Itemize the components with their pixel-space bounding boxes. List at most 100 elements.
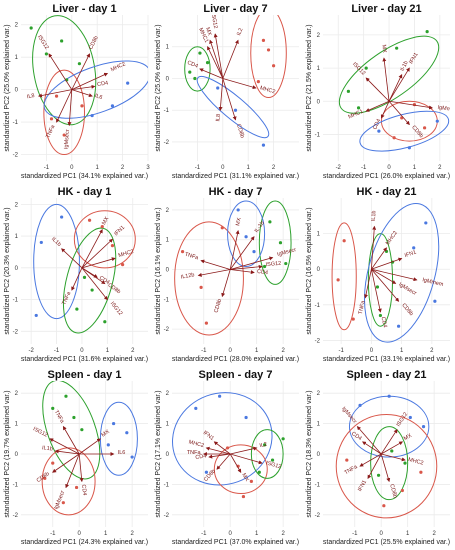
pca-panel: HK - day 21 -1 0 1 2 -2 -1 0 1 standardized PC1 (… bbox=[303, 184, 454, 367]
group-ellipse-green bbox=[258, 200, 292, 285]
loading-vector bbox=[362, 441, 382, 455]
vector-label: ISG12 bbox=[265, 460, 282, 470]
y-tick-label: 2 bbox=[15, 202, 19, 208]
y-tick-label: 0 bbox=[317, 267, 321, 273]
group-ellipse-blue bbox=[43, 60, 148, 119]
data-point-red bbox=[87, 218, 92, 222]
y-tick-label: 2 bbox=[15, 23, 19, 29]
group-ellipse-red bbox=[331, 222, 357, 331]
x-axis-label: standardized PC1 (34.1% explained var.) bbox=[21, 173, 148, 180]
pca-panel: Liver - day 21 -2 -1 0 1 2 -1 0 1 2 standardized P… bbox=[303, 1, 454, 184]
vector-label: MX bbox=[403, 433, 413, 442]
y-tick-label: 1 bbox=[317, 422, 321, 428]
data-point-blue bbox=[252, 250, 256, 254]
loading-vector bbox=[370, 225, 377, 270]
x-tick-label: -1 bbox=[201, 348, 207, 354]
x-tick-label: 1 bbox=[255, 348, 259, 354]
y-tick-label: 1 bbox=[15, 234, 19, 240]
y-axis-label: standardized PC2 (16.5% explained var.) bbox=[306, 207, 313, 334]
loading-vector bbox=[230, 453, 263, 465]
x-axis-label: standardized PC1 (26.0% explained var.) bbox=[323, 173, 450, 180]
group-ellipse-green bbox=[367, 233, 394, 327]
plot-area bbox=[172, 15, 299, 161]
loading-vector bbox=[62, 425, 80, 455]
data-point-red bbox=[180, 250, 185, 254]
data-point-red bbox=[100, 224, 104, 229]
vector-label: CD4 bbox=[372, 118, 382, 131]
loading-vector bbox=[81, 238, 114, 269]
data-point-red bbox=[51, 461, 55, 465]
loading-vector bbox=[65, 453, 80, 489]
group-ellipse-blue bbox=[364, 202, 440, 343]
data-point-red bbox=[204, 321, 208, 325]
loading-vector bbox=[230, 269, 255, 275]
x-tick-label: 0 bbox=[80, 348, 84, 354]
data-point-red bbox=[110, 244, 115, 248]
loading-vector bbox=[365, 77, 390, 102]
x-axis-label: standardized PC1 (33.1% explained var.) bbox=[323, 356, 450, 363]
data-point-green bbox=[198, 51, 202, 55]
x-tick-label: 1 bbox=[406, 531, 410, 537]
y-axis-label: standardized PC2 (19.7% explained var.) bbox=[4, 390, 11, 517]
data-point-green bbox=[376, 473, 381, 477]
loading-vector bbox=[52, 453, 80, 473]
vector-label: CD4 bbox=[257, 269, 269, 276]
loading-vector bbox=[71, 72, 109, 90]
data-point-blue bbox=[358, 403, 362, 407]
group-ellipse-red bbox=[73, 210, 136, 269]
data-point-green bbox=[425, 29, 429, 34]
vector-label: CD4 bbox=[98, 275, 111, 286]
data-point-red bbox=[74, 485, 79, 490]
y-tick-label: 2 bbox=[317, 391, 321, 397]
data-point-red bbox=[62, 133, 66, 137]
group-ellipse-green bbox=[250, 429, 284, 479]
loading-vector bbox=[37, 89, 72, 98]
vector-label: IFN1 bbox=[408, 52, 419, 65]
pca-panel: HK - day 1 -2 -1 0 1 2 -2 -1 0 1 2 standardized PC1… bbox=[1, 184, 152, 367]
vector-label: MX bbox=[101, 216, 110, 226]
data-point-green bbox=[72, 415, 76, 420]
y-axis-label: standardized PC2 (16.1% explained var.) bbox=[155, 207, 162, 334]
loading-vector bbox=[208, 453, 231, 459]
x-tick-label: -1 bbox=[50, 531, 56, 537]
data-point-red bbox=[261, 38, 266, 42]
vector-label: CD8b bbox=[388, 484, 398, 499]
vector-label: MX bbox=[235, 217, 243, 227]
loading-vector bbox=[370, 269, 382, 313]
data-point-red bbox=[249, 479, 253, 483]
vector-label: IL2 bbox=[236, 27, 244, 36]
data-point-green bbox=[284, 261, 288, 266]
y-tick-label: 0 bbox=[317, 452, 321, 458]
loading-vector bbox=[380, 453, 391, 483]
x-axis-label: standardized PC1 (28.0% explained var.) bbox=[172, 356, 299, 363]
y-tick-label: -1 bbox=[164, 108, 170, 114]
vector-label: IL6 bbox=[94, 93, 103, 101]
pca-panel: HK - day 7 -1 0 1 2 -2 -1 0 1 2 standardized PC1 (… bbox=[152, 184, 303, 367]
loading-vector bbox=[388, 100, 434, 110]
y-tick-label: 2 bbox=[166, 208, 170, 214]
data-point-red bbox=[342, 239, 346, 243]
data-point-green bbox=[403, 461, 407, 465]
data-point-green bbox=[356, 106, 361, 110]
loading-vector bbox=[78, 438, 102, 455]
loading-vector bbox=[382, 57, 390, 102]
y-tick-label: 2 bbox=[15, 391, 19, 397]
loading-vector bbox=[222, 78, 257, 90]
vector-label: CD8b bbox=[88, 35, 100, 50]
x-tick-label: -1 bbox=[361, 165, 367, 171]
x-tick-label: 0 bbox=[78, 531, 82, 537]
data-point-green bbox=[384, 249, 389, 254]
group-ellipse-red bbox=[43, 69, 85, 156]
y-tick-label: 0 bbox=[317, 99, 321, 105]
data-point-blue bbox=[387, 394, 391, 398]
data-point-green bbox=[364, 66, 368, 70]
data-point-green bbox=[257, 470, 261, 474]
vector-label: MX bbox=[204, 27, 212, 37]
y-tick-label: 0 bbox=[166, 268, 170, 274]
loading-vector bbox=[222, 78, 237, 121]
x-tick-label: -1 bbox=[44, 165, 50, 171]
x-tick-label: 1 bbox=[413, 165, 417, 171]
y-axis-label: standardized PC2 (17.1% explained var.) bbox=[155, 390, 162, 517]
vector-label: IgMmem bbox=[437, 105, 454, 114]
